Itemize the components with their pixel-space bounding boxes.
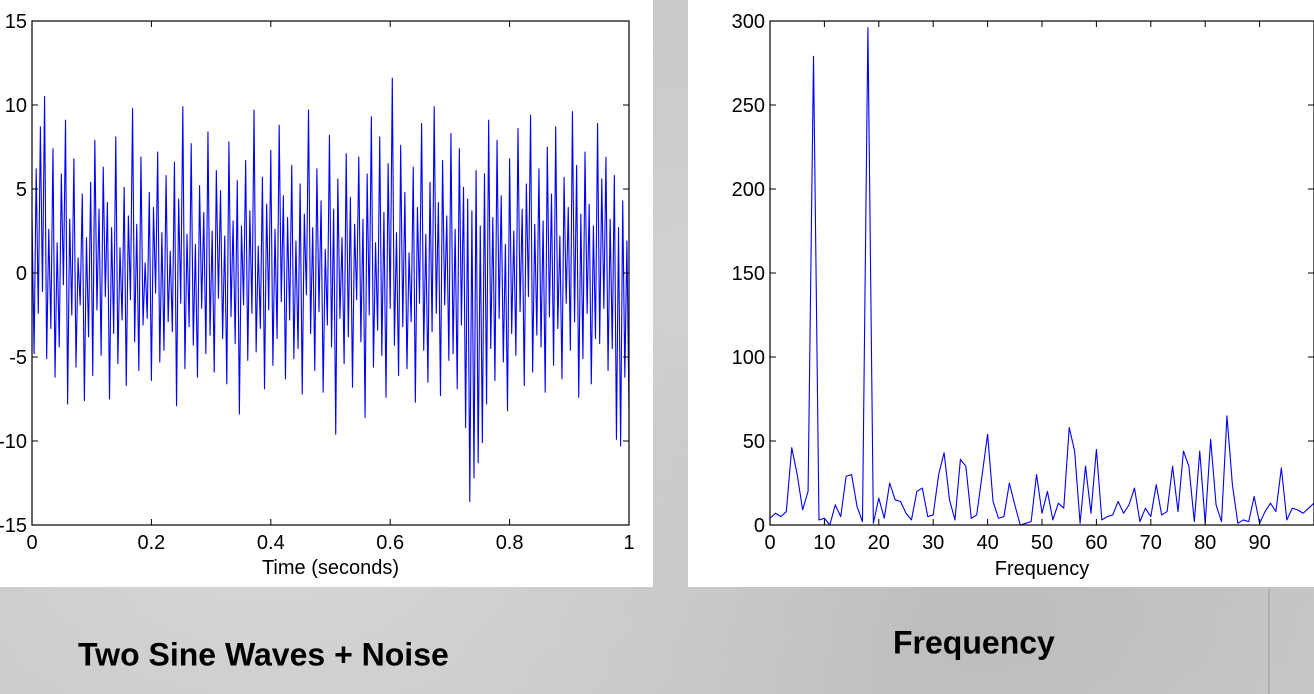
y-tick-label: 50	[743, 431, 765, 453]
time-domain-plot: 0 0.2 0.4 0.6 0.8 1 -15 -10 -5 0 5 10 15 Time (second…	[0, 11, 635, 579]
x-tick-label: 0.8	[496, 532, 524, 554]
frequency-spectrum-plot: 0 10 20 30 40 50 60 70 80 90 0 50 100 150 200 250 300 Fre…	[732, 11, 1314, 580]
x-tick-label: 60	[1085, 532, 1107, 554]
y-tick-label: 200	[732, 179, 765, 201]
frequency-spectrum-plot-panel: 0 10 20 30 40 50 60 70 80 90 0 50 100 150 200 250 300 Fre…	[688, 0, 1314, 587]
y-tick-label: 10	[5, 95, 27, 117]
axes-frame	[769, 20, 1314, 526]
series-line-0-0	[31, 77, 630, 503]
x-axis-label: Frequency	[995, 558, 1090, 580]
x-tick-label: 40	[976, 532, 998, 554]
slide-divider	[1268, 589, 1270, 694]
y-tick-label: 250	[732, 95, 765, 117]
x-tick-label: 80	[1194, 532, 1216, 554]
x-tick-label: 90	[1248, 532, 1270, 554]
y-tick-label: -10	[0, 431, 27, 453]
x-tick-label: 0.6	[376, 532, 404, 554]
x-tick-label: 0	[26, 532, 37, 554]
x-tick-label: 0.2	[137, 532, 165, 554]
x-tick-label: 0.4	[257, 532, 285, 554]
y-tick-label: -5	[9, 347, 27, 369]
x-tick-label: 1	[623, 532, 634, 554]
x-tick-label: 50	[1031, 532, 1053, 554]
caption-two-sine-waves-noise: Two Sine Waves + Noise	[78, 636, 449, 673]
x-tick-label: 0	[764, 532, 775, 554]
x-tick-label: 70	[1140, 532, 1162, 554]
y-tick-label: -15	[0, 515, 27, 537]
y-tick-label: 5	[16, 179, 27, 201]
time-domain-plot-panel: 0 0.2 0.4 0.6 0.8 1 -15 -10 -5 0 5 10 15 Time (second…	[0, 0, 653, 587]
y-tick-label: 15	[5, 11, 27, 33]
y-tick-label: 0	[754, 515, 765, 537]
x-axis-label: Time (seconds)	[262, 557, 399, 579]
caption-frequency: Frequency	[893, 624, 1055, 661]
y-tick-label: 150	[732, 263, 765, 285]
x-tick-label: 20	[868, 532, 890, 554]
y-tick-label: 100	[732, 347, 765, 369]
y-tick-label: 300	[732, 11, 765, 33]
y-tick-label: 0	[16, 263, 27, 285]
x-tick-label: 10	[813, 532, 835, 554]
series-line-1-0	[769, 27, 1314, 526]
x-tick-label: 30	[922, 532, 944, 554]
